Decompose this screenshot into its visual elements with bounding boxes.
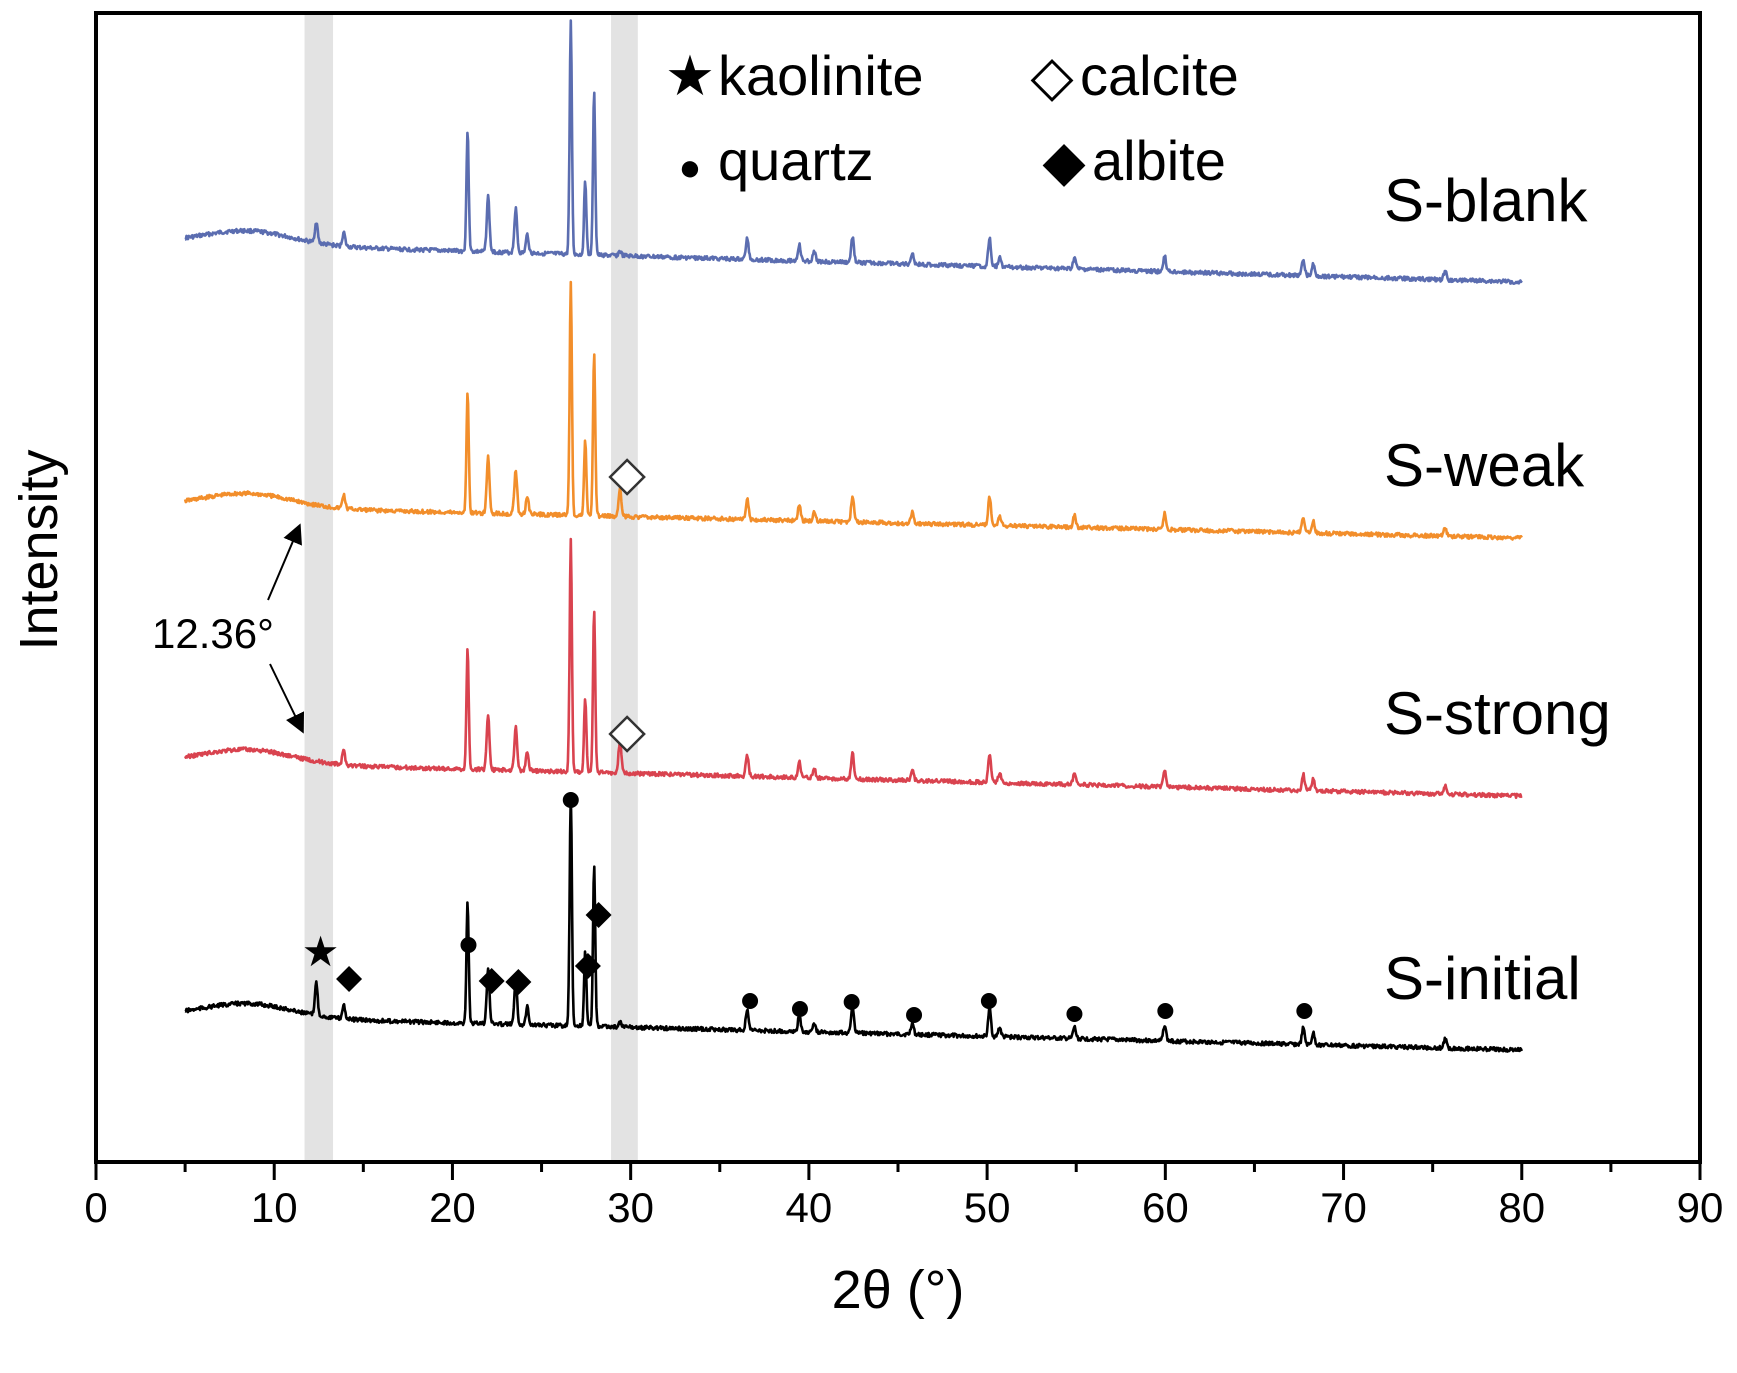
x-axis: 0 10 20 30 40 50 60 70 80 90 <box>84 1162 1723 1231</box>
trace-s-strong <box>183 537 1523 800</box>
legend-symbol-kaolinite: ★ <box>665 44 715 107</box>
legend-symbol-calcite: ◇ <box>1030 44 1073 107</box>
angle-arrow-up <box>267 523 302 601</box>
y-axis-label: Intensity <box>9 449 69 650</box>
x-tick-label: 10 <box>251 1184 298 1231</box>
series-label-s-strong: S-strong <box>1384 680 1611 747</box>
legend-symbol-quartz: ● <box>679 147 702 189</box>
shaded-bands <box>304 13 638 1162</box>
angle-arrow-down <box>269 663 305 734</box>
phase-markers: ★ <box>302 458 1313 1023</box>
quartz-marker <box>1157 1003 1174 1019</box>
series-label-s-weak: S-weak <box>1384 432 1585 499</box>
kaolinite-marker: ★ <box>302 928 340 975</box>
x-tick-label: 40 <box>786 1184 833 1231</box>
x-tick-label: 60 <box>1142 1184 1189 1231</box>
x-tick-label: 30 <box>607 1184 654 1231</box>
angle-annotation-label: 12.36° <box>152 610 274 657</box>
series-label-s-blank: S-blank <box>1384 167 1588 234</box>
series-traces <box>183 19 1524 1053</box>
quartz-marker <box>562 792 579 808</box>
x-axis-label: 2θ (°) <box>832 1260 965 1320</box>
series-labels: S-blank S-weak S-strong S-initial <box>1384 167 1611 1012</box>
series-label-s-initial: S-initial <box>1384 945 1581 1012</box>
quartz-marker <box>791 1001 808 1017</box>
trace-s-weak <box>183 280 1523 541</box>
albite-marker <box>505 969 532 995</box>
x-tick-label: 90 <box>1677 1184 1724 1231</box>
x-tick-label: 20 <box>429 1184 476 1231</box>
shaded-band-kaolinite <box>304 13 334 1162</box>
quartz-marker <box>1066 1006 1083 1022</box>
quartz-marker <box>906 1007 923 1023</box>
quartz-marker <box>843 994 860 1010</box>
albite-marker <box>336 966 363 992</box>
quartz-marker <box>980 993 997 1009</box>
legend-symbol-albite: ◆ <box>1042 129 1085 192</box>
legend: ★ kaolinite ◇ calcite ● quartz ◆ albite <box>665 44 1239 192</box>
albite-marker <box>585 902 612 928</box>
calcite-marker <box>608 458 646 496</box>
albite-marker <box>478 968 505 994</box>
trace-s-initial <box>184 792 1524 1053</box>
quartz-marker <box>1296 1003 1313 1019</box>
angle-annotation: 12.36° <box>152 523 305 734</box>
x-tick-label: 50 <box>964 1184 1011 1231</box>
legend-label-kaolinite: kaolinite <box>718 44 923 107</box>
x-tick-label: 70 <box>1320 1184 1367 1231</box>
quartz-marker <box>460 937 477 953</box>
trace-s-blank <box>184 19 1523 285</box>
calcite-marker <box>608 715 646 753</box>
shaded-band-calcite <box>611 13 638 1162</box>
x-tick-label: 0 <box>84 1184 107 1231</box>
x-tick-label: 80 <box>1498 1184 1545 1231</box>
quartz-marker <box>742 993 759 1009</box>
legend-label-calcite: calcite <box>1080 44 1239 107</box>
albite-marker <box>574 953 601 979</box>
legend-label-albite: albite <box>1092 129 1226 192</box>
legend-label-quartz: quartz <box>718 129 874 192</box>
